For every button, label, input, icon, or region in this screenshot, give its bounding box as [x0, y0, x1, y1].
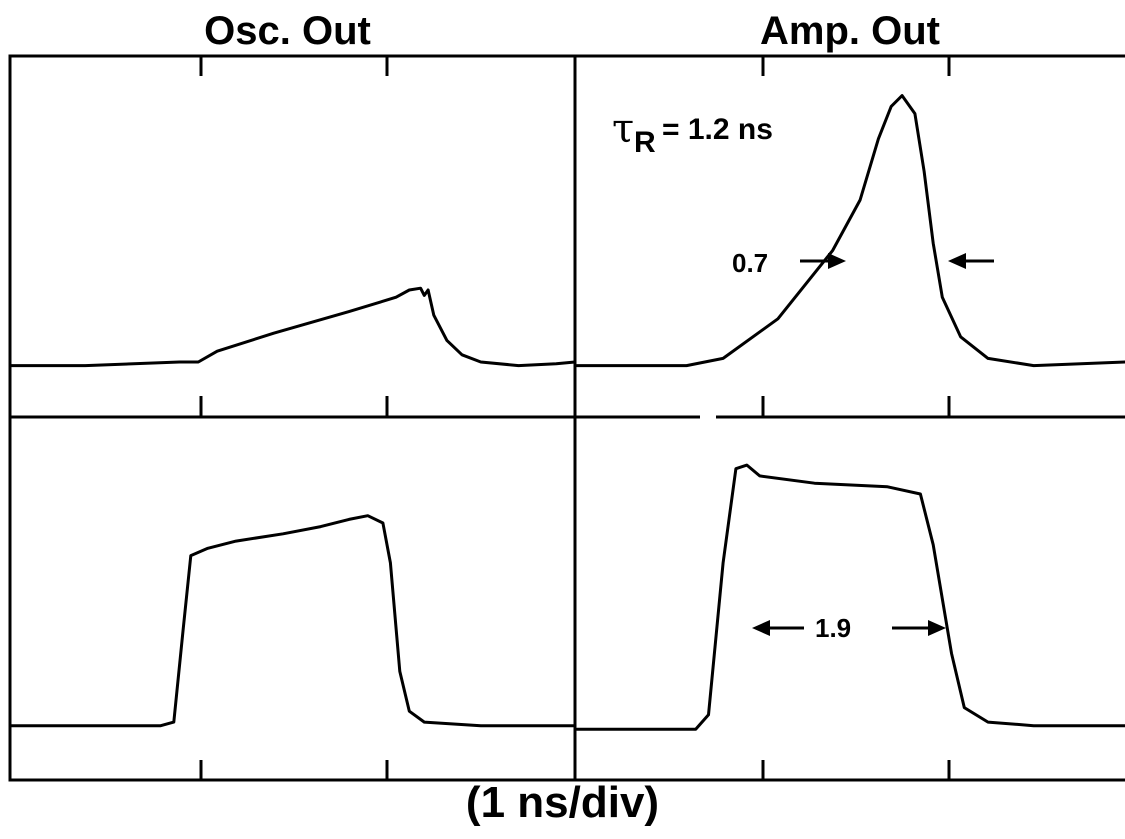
- width-label-bottom: 1.9: [815, 613, 851, 643]
- width-arrows-bottom: [752, 620, 946, 636]
- tau-value: = 1.2 ns: [662, 113, 773, 146]
- tau-subscript: R: [634, 126, 656, 159]
- x-axis-label: (1 ns/div): [465, 778, 660, 827]
- trace-bottom-right: [575, 463, 1125, 731]
- traces: [8, 94, 1125, 731]
- trace-bottom-left: [8, 514, 577, 728]
- tau-symbol: τ: [612, 106, 634, 152]
- width-label-top: 0.7: [732, 248, 768, 278]
- width-arrows-top: [800, 253, 994, 269]
- title-amp-out: Amp. Out: [760, 9, 940, 53]
- title-osc-out: Osc. Out: [204, 9, 371, 53]
- tick-marks: [199, 56, 951, 780]
- plot-frame: [8, 54, 1125, 782]
- trace-top-left: [8, 286, 577, 368]
- trace-top-right: [575, 94, 1125, 368]
